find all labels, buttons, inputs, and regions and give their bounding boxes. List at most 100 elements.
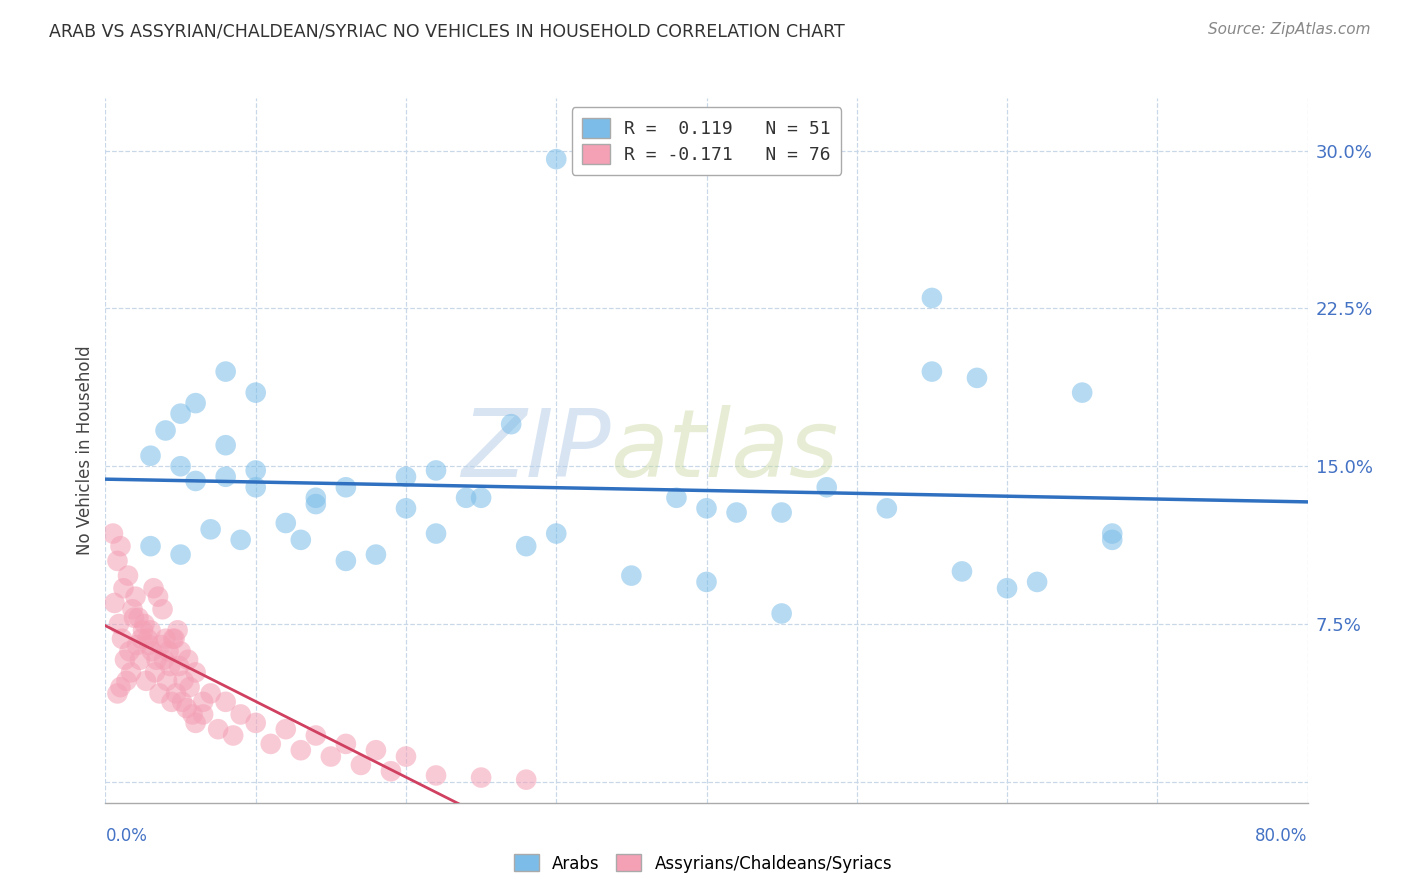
- Point: [159, 659, 181, 673]
- Point: [169, 407, 191, 421]
- Point: [470, 771, 492, 785]
- Point: [167, 659, 190, 673]
- Point: [1071, 385, 1094, 400]
- Point: [179, 680, 201, 694]
- Point: [165, 686, 187, 700]
- Point: [138, 638, 160, 652]
- Text: Source: ZipAtlas.com: Source: ZipAtlas.com: [1208, 22, 1371, 37]
- Point: [876, 501, 898, 516]
- Point: [305, 491, 328, 505]
- Point: [305, 497, 328, 511]
- Point: [103, 596, 125, 610]
- Point: [245, 480, 267, 494]
- Point: [620, 568, 643, 582]
- Point: [124, 590, 146, 604]
- Point: [515, 539, 537, 553]
- Point: [305, 729, 328, 743]
- Point: [121, 602, 143, 616]
- Point: [131, 632, 153, 646]
- Point: [132, 624, 155, 638]
- Point: [696, 501, 718, 516]
- Point: [319, 749, 342, 764]
- Point: [141, 644, 163, 658]
- Point: [150, 638, 173, 652]
- Point: [184, 665, 207, 680]
- Point: [142, 581, 165, 595]
- Point: [155, 632, 177, 646]
- Point: [125, 638, 148, 652]
- Point: [184, 396, 207, 410]
- Point: [696, 574, 718, 589]
- Text: ZIP: ZIP: [461, 405, 610, 496]
- Point: [222, 729, 245, 743]
- Point: [169, 459, 191, 474]
- Point: [176, 701, 198, 715]
- Point: [950, 565, 973, 579]
- Point: [114, 653, 136, 667]
- Point: [122, 610, 145, 624]
- Point: [229, 533, 252, 547]
- Point: [200, 686, 222, 700]
- Point: [274, 516, 297, 530]
- Point: [172, 695, 194, 709]
- Point: [229, 707, 252, 722]
- Legend: Arabs, Assyrians/Chaldeans/Syriacs: Arabs, Assyrians/Chaldeans/Syriacs: [508, 847, 898, 880]
- Point: [501, 417, 523, 432]
- Point: [425, 526, 447, 541]
- Text: ARAB VS ASSYRIAN/CHALDEAN/SYRIAC NO VEHICLES IN HOUSEHOLD CORRELATION CHART: ARAB VS ASSYRIAN/CHALDEAN/SYRIAC NO VEHI…: [49, 22, 845, 40]
- Point: [129, 653, 152, 667]
- Point: [135, 673, 157, 688]
- Point: [245, 715, 267, 730]
- Point: [921, 365, 943, 379]
- Point: [770, 506, 793, 520]
- Point: [146, 590, 169, 604]
- Text: 80.0%: 80.0%: [1256, 827, 1308, 845]
- Point: [181, 707, 204, 722]
- Point: [245, 385, 267, 400]
- Point: [364, 548, 387, 562]
- Point: [214, 469, 236, 483]
- Point: [155, 424, 177, 438]
- Point: [169, 548, 191, 562]
- Point: [139, 449, 162, 463]
- Point: [1101, 533, 1123, 547]
- Point: [139, 539, 162, 553]
- Point: [160, 695, 183, 709]
- Point: [145, 653, 167, 667]
- Point: [120, 665, 142, 680]
- Point: [111, 632, 134, 646]
- Point: [214, 365, 236, 379]
- Point: [770, 607, 793, 621]
- Point: [665, 491, 688, 505]
- Point: [454, 491, 477, 505]
- Point: [112, 581, 135, 595]
- Point: [725, 506, 748, 520]
- Y-axis label: No Vehicles in Household: No Vehicles in Household: [76, 345, 94, 556]
- Point: [166, 624, 188, 638]
- Point: [134, 617, 156, 632]
- Point: [515, 772, 537, 787]
- Point: [395, 501, 418, 516]
- Point: [425, 768, 447, 782]
- Point: [115, 673, 138, 688]
- Point: [184, 474, 207, 488]
- Point: [966, 371, 988, 385]
- Point: [335, 737, 357, 751]
- Point: [425, 463, 447, 477]
- Point: [260, 737, 283, 751]
- Point: [1026, 574, 1049, 589]
- Legend: R =  0.119   N = 51, R = -0.171   N = 76: R = 0.119 N = 51, R = -0.171 N = 76: [572, 107, 841, 175]
- Point: [290, 743, 312, 757]
- Point: [200, 522, 222, 536]
- Point: [470, 491, 492, 505]
- Point: [153, 653, 176, 667]
- Point: [101, 526, 124, 541]
- Point: [191, 707, 214, 722]
- Point: [335, 554, 357, 568]
- Point: [207, 722, 229, 736]
- Point: [995, 581, 1018, 595]
- Point: [214, 695, 236, 709]
- Point: [380, 764, 402, 779]
- Point: [157, 644, 180, 658]
- Point: [110, 680, 132, 694]
